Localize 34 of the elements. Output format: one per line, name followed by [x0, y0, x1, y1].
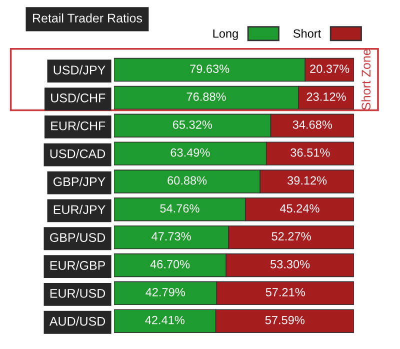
data-label: 47.73% — [152, 232, 191, 240]
data-label: 36.51% — [290, 148, 330, 157]
data-label: 20.37% — [310, 64, 350, 73]
data-label: 52.27% — [272, 232, 311, 240]
chart-title: Retail Trader Ratios — [33, 13, 142, 23]
data-label: 42.41% — [145, 316, 184, 324]
y-tick-label: USD/CAD — [50, 149, 106, 158]
y-tick-label: EUR/USD — [50, 288, 106, 298]
text: Short Zone — [361, 49, 371, 110]
y-tick-label: EUR/GBP — [50, 260, 106, 270]
y-tick-label: EUR/CHF — [51, 121, 106, 130]
data-label: 23.12% — [306, 92, 346, 101]
y-tick-label: GBP/USD — [50, 232, 106, 242]
data-label: 34.68% — [292, 120, 332, 129]
data-label: 53.30% — [270, 260, 310, 268]
legend-label: Long — [213, 29, 238, 40]
data-label: 45.24% — [280, 204, 320, 213]
data-label: 60.88% — [168, 176, 207, 185]
data-label: 54.76% — [160, 204, 200, 213]
y-tick-label: USD/CHF — [51, 93, 106, 102]
data-label: 39.12% — [287, 176, 327, 185]
data-label: 65.32% — [172, 120, 212, 129]
data-label: 76.88% — [186, 92, 226, 101]
y-tick-label: EUR/JPY — [54, 204, 106, 214]
data-label: 63.49% — [170, 148, 210, 157]
data-label: 42.79% — [146, 288, 185, 296]
legend-label: Short — [293, 29, 322, 38]
y-tick-label: USD/JPY — [54, 65, 106, 74]
data-label: 57.21% — [266, 288, 305, 296]
y-tick-label: AUD/USD — [49, 316, 106, 326]
data-label: 46.70% — [150, 260, 190, 268]
data-label: 57.59% — [265, 316, 304, 324]
y-tick-label: GBP/JPY — [54, 176, 106, 186]
data-label: 79.63% — [190, 64, 230, 73]
